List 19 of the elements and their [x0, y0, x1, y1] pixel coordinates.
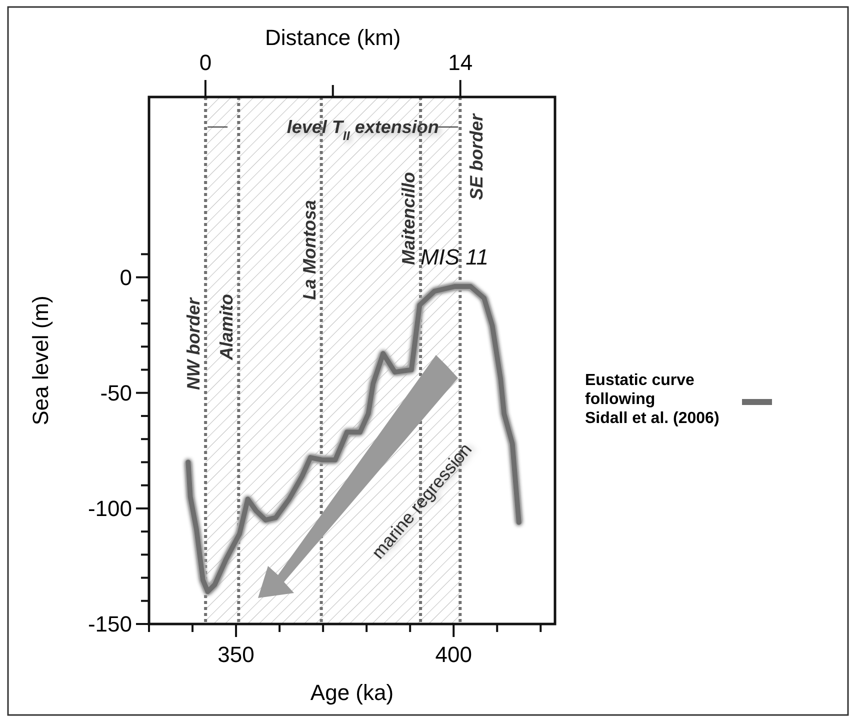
y-tick-label: 0: [120, 264, 132, 290]
x-axis-title: Age (ka): [310, 680, 394, 705]
x-tick-label: 400: [435, 642, 472, 667]
y-tick-label: -100: [88, 496, 132, 522]
x2-tick-label: 0: [199, 50, 212, 75]
ref-line-label: NW border: [184, 297, 204, 390]
annotation: MIS 11: [420, 244, 489, 270]
y-tick-label: -150: [88, 612, 132, 637]
x2-tick-label: 14: [448, 50, 473, 75]
y-tick-label: -50: [100, 380, 132, 406]
band-label: level T$_{II}$ extension: [286, 117, 439, 143]
x2-axis-title: Distance (km): [265, 25, 401, 50]
ref-line-label: Alamito: [216, 294, 237, 361]
ref-line-label: La Montosa: [299, 200, 320, 300]
ref-line-label: Maitencillo: [398, 172, 419, 265]
y-axis-title: Sea level (m): [28, 296, 53, 426]
ref-line-label: SE border: [466, 112, 486, 200]
legend-label: Eustatic curve following Sidall et al. (2006): [585, 372, 720, 427]
x-tick-label: 350: [218, 642, 254, 667]
